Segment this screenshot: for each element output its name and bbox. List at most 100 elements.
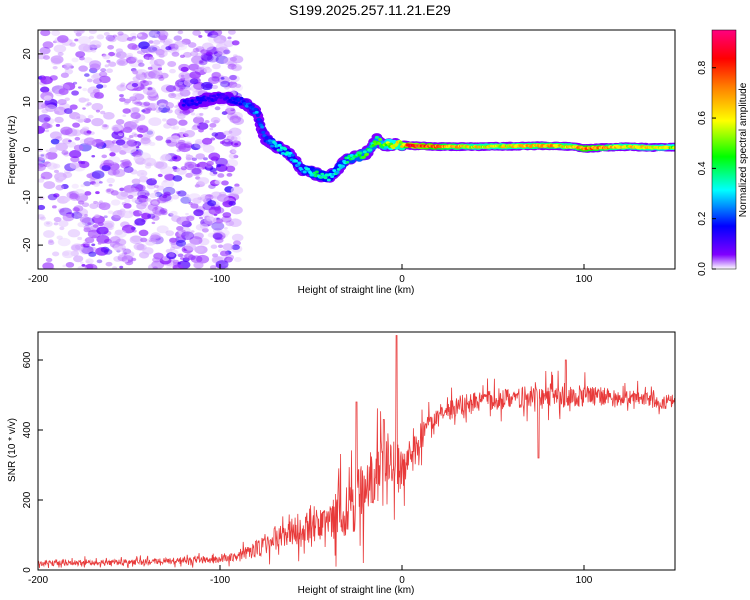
spectrogram-ridge-cell bbox=[259, 127, 267, 134]
spectrogram-noise-cell bbox=[211, 76, 220, 82]
spectrogram-noise-cell bbox=[158, 197, 165, 202]
spectrogram-noise-cell bbox=[132, 210, 143, 217]
spectrogram-noise-cell bbox=[219, 140, 225, 145]
spectrogram-ridge-cell bbox=[234, 101, 238, 105]
spectrogram-noise-cell bbox=[106, 224, 115, 230]
spectrogram-noise-cell bbox=[228, 153, 238, 160]
spectrogram-noise-cell bbox=[77, 221, 86, 228]
spectrogram-noise-cell bbox=[55, 184, 65, 191]
spectrogram-noise-cell bbox=[209, 122, 217, 128]
spectrogram-noise-cell bbox=[84, 98, 90, 102]
spectrogram-noise-cell bbox=[107, 36, 117, 43]
spectrogram-noise-cell bbox=[225, 165, 236, 173]
spectrogram-noise-cell bbox=[198, 59, 208, 66]
spectrogram-noise-cell bbox=[175, 110, 181, 114]
spectrogram-noise-cell bbox=[200, 81, 214, 91]
spectrogram-noise-cell bbox=[151, 177, 156, 181]
spectrogram-noise-cell bbox=[183, 51, 192, 58]
spectrogram-noise-cell bbox=[103, 215, 108, 219]
spectrogram-noise-cell bbox=[136, 125, 149, 134]
spectrogram-noise-cell bbox=[135, 184, 146, 192]
spectrogram-noise-cell bbox=[227, 63, 237, 70]
spectrogram-noise-cell bbox=[104, 64, 109, 68]
spectrogram-noise-cell bbox=[91, 102, 104, 111]
spectrogram-noise-cell bbox=[232, 117, 245, 125]
spectrogram-noise-cell bbox=[64, 97, 70, 102]
spectrogram-noise-cell bbox=[169, 246, 176, 251]
spectrogram-noise-cell bbox=[84, 263, 98, 269]
spectrogram-noise-cell bbox=[159, 32, 165, 36]
spectrogram-ridge-cell bbox=[296, 163, 301, 167]
spectrogram-noise-cell bbox=[112, 34, 118, 38]
spectrogram-ridge-cell bbox=[362, 150, 367, 154]
spectrogram-noise-cell bbox=[138, 251, 150, 259]
spectrogram-noise-cell bbox=[229, 74, 237, 81]
spectrogram-noise-cell bbox=[91, 243, 96, 247]
spectrogram-noise-cell bbox=[206, 216, 214, 222]
spectrogram-noise-cell bbox=[185, 153, 191, 157]
spectrogram-noise-cell bbox=[119, 265, 124, 269]
spectrogram-noise-cell bbox=[94, 92, 104, 99]
spectrogram-noise-cell bbox=[234, 257, 242, 263]
spectrogram-noise-cell bbox=[203, 67, 212, 73]
spectrogram-noise-cell bbox=[49, 147, 58, 153]
spectrogram-ridge-cell bbox=[267, 139, 272, 143]
spectrogram-ridge-cell bbox=[391, 146, 396, 150]
spectrogram-noise-cell bbox=[91, 49, 97, 53]
spectrogram-noise-cell bbox=[52, 251, 60, 257]
spectrogram-noise-cell bbox=[63, 64, 72, 70]
spectrogram-noise-cell bbox=[78, 43, 91, 52]
spectrogram-noise-cell bbox=[156, 70, 163, 75]
spectrogram-noise-cell bbox=[211, 84, 219, 90]
spectrogram-noise-cell bbox=[133, 243, 145, 251]
spectrogram-noise-cell bbox=[187, 42, 197, 48]
spectrogram-noise-cell bbox=[213, 119, 220, 124]
spectrogram-noise-cell bbox=[190, 84, 204, 93]
spectrogram-noise-cell bbox=[188, 201, 193, 205]
spectrogram-noise-cell bbox=[211, 221, 225, 231]
spectrogram-noise-cell bbox=[222, 212, 232, 218]
spectrogram-noise-cell bbox=[233, 65, 242, 71]
spectrogram-noise-cell bbox=[99, 110, 106, 115]
spectrogram-noise-cell bbox=[110, 144, 122, 153]
spectrogram-noise-cell bbox=[43, 117, 50, 122]
spectrogram-noise-cell bbox=[115, 48, 124, 54]
spectrogram-noise-cell bbox=[119, 149, 127, 155]
spectrogram-x-tick-label: 100 bbox=[576, 274, 593, 285]
spectrogram-noise-cell bbox=[178, 143, 191, 153]
spectrogram-noise-cell bbox=[51, 30, 61, 37]
spectrogram-noise-cell bbox=[212, 63, 221, 70]
snr-plot-area bbox=[38, 332, 675, 570]
spectrogram-noise-cell bbox=[126, 139, 138, 147]
spectrogram-noise-cell bbox=[197, 122, 209, 130]
spectrogram-noise-cell bbox=[102, 123, 108, 128]
spectrogram-noise-cell bbox=[103, 111, 115, 120]
spectrogram-noise-cell bbox=[82, 87, 88, 92]
colorbar-tick-label: 0.0 bbox=[697, 262, 708, 276]
spectrogram-noise-cell bbox=[210, 244, 218, 249]
spectrogram-noise-cell bbox=[169, 237, 177, 243]
spectrogram-noise-cell bbox=[193, 122, 200, 127]
spectrogram-noise-cell bbox=[89, 60, 102, 69]
spectrogram-noise-cell bbox=[235, 83, 242, 88]
spectrogram-noise-cell bbox=[103, 249, 113, 255]
snr-y-tick-label: 600 bbox=[22, 351, 33, 368]
snr-frame bbox=[37, 331, 676, 571]
spectrogram-noise-cell bbox=[154, 33, 160, 38]
spectrogram-noise-cell bbox=[194, 184, 201, 188]
spectrogram-noise-cell bbox=[140, 137, 151, 145]
spectrogram-noise-cell bbox=[153, 74, 160, 80]
spectrogram-noise-cell bbox=[107, 169, 117, 176]
spectrogram-noise-cell bbox=[184, 253, 194, 260]
spectrogram-noise-cell bbox=[84, 237, 95, 244]
spectrogram-noise-cell bbox=[144, 192, 150, 196]
spectrogram-noise-cell bbox=[192, 47, 200, 53]
spectrogram-noise-cell bbox=[109, 152, 116, 157]
spectrogram-noise-cell bbox=[83, 57, 93, 63]
spectrogram-noise-cell bbox=[155, 135, 164, 141]
spectrogram-noise-cell bbox=[94, 214, 100, 219]
spectrogram-noise-cell bbox=[219, 250, 229, 257]
spectrogram-noise-cell bbox=[172, 264, 183, 269]
spectrogram-noise-cell bbox=[73, 144, 84, 152]
spectrogram-noise-cell bbox=[79, 216, 91, 224]
